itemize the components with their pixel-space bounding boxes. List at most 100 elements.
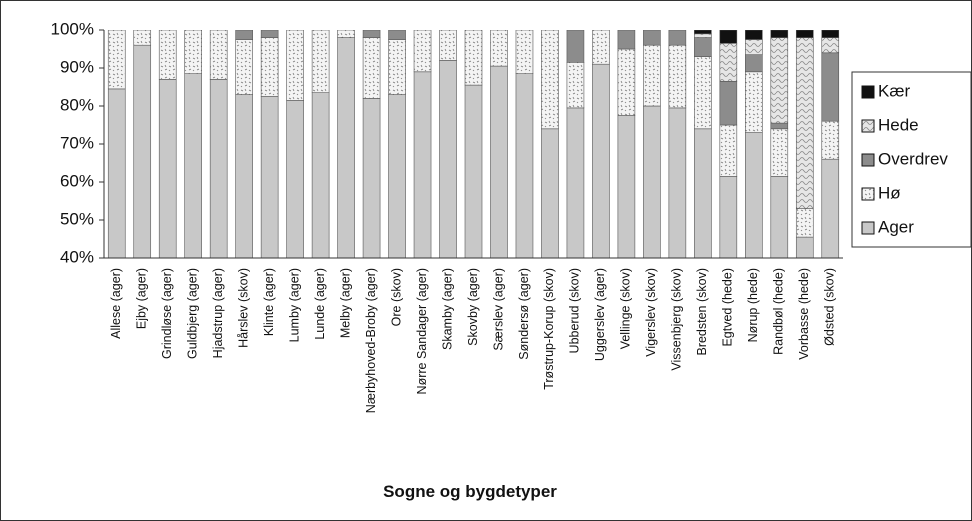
bar-segment <box>643 30 661 46</box>
bar-segment <box>515 30 534 75</box>
x-tick-label: Trøstrup-Korup (skov) <box>542 268 556 390</box>
bar-segment <box>770 122 789 130</box>
bar-segment <box>617 115 636 258</box>
bar-segment <box>770 37 789 124</box>
legend-label: Hø <box>878 183 901 202</box>
bar-segment <box>260 37 279 97</box>
x-tick-label: Ore (skov) <box>389 268 403 326</box>
bar-segment <box>694 30 712 35</box>
bar-segment <box>362 37 381 99</box>
x-tick-label: Melby (ager) <box>338 268 352 338</box>
bar-segment <box>821 52 840 122</box>
legend-label: Overdrev <box>878 149 948 168</box>
bar-segment <box>745 39 763 55</box>
bar-segment <box>413 30 432 73</box>
bar-segment <box>158 79 177 258</box>
x-tick-label: Nørre Sandager (ager) <box>415 268 429 394</box>
x-tick-label: Ødsted (skov) <box>823 268 837 346</box>
x-tick-label: Særslev (ager) <box>491 268 505 351</box>
x-tick-label: Egtved (hede) <box>721 268 735 347</box>
legend-swatch <box>861 153 875 167</box>
bar-segment <box>439 60 457 258</box>
bar-segment <box>337 37 355 258</box>
x-axis-title: Sogne og bygdetyper <box>383 482 557 501</box>
x-tick-label: Lumby (ager) <box>287 268 301 342</box>
x-tick-label: Søndersø (ager) <box>517 268 531 360</box>
x-tick-label: Vigerslev (skov) <box>644 268 658 357</box>
bar-segment <box>260 96 279 258</box>
y-tick-label: 70% <box>60 133 94 152</box>
bars <box>107 30 840 258</box>
y-tick-label: 100% <box>51 19 94 38</box>
x-tick-label: Grindløse (ager) <box>160 268 174 359</box>
legend-swatch <box>861 119 875 133</box>
y-tick-label: 50% <box>60 209 94 228</box>
legend-swatch <box>861 85 875 99</box>
x-tick-label: Hjadstrup (ager) <box>211 268 225 358</box>
bar-segment <box>694 56 712 130</box>
bar-segment <box>362 30 381 38</box>
x-tick-label: Ubberud (skov) <box>568 268 582 353</box>
bar-segment <box>235 39 253 95</box>
bar-segment <box>464 84 483 258</box>
bar-segment <box>388 30 406 40</box>
y-tick-label: 40% <box>60 247 94 266</box>
x-tick-label: Randbøl (hede) <box>772 268 786 355</box>
x-tick-label: Guldbjerg (ager) <box>185 268 199 359</box>
x-tick-label: Allese (ager) <box>109 268 123 339</box>
bar-segment <box>158 30 177 80</box>
bar-segment <box>821 30 840 38</box>
bar-segment <box>388 94 406 258</box>
bar-segment <box>464 30 483 86</box>
bar-segment <box>719 124 738 177</box>
x-tick-label: Bredsten (skov) <box>695 268 709 356</box>
y-tick-label: 80% <box>60 95 94 114</box>
bar-segment <box>719 42 738 82</box>
x-tick-label: Klinte (ager) <box>262 268 276 336</box>
bar-segment <box>286 100 304 258</box>
x-tick-label: Uggerslev (ager) <box>593 268 607 361</box>
bar-segment <box>133 44 152 258</box>
legend-label: Hede <box>878 115 919 134</box>
bar-segment <box>668 30 687 46</box>
bar-segment <box>107 88 126 258</box>
bar-segment <box>617 30 636 50</box>
bar-segment <box>617 48 636 116</box>
legend-label: Kær <box>878 81 910 100</box>
legend-label: Ager <box>878 217 914 236</box>
bar-segment <box>643 44 661 107</box>
bar-segment <box>719 81 738 126</box>
bar-segment <box>795 208 814 238</box>
bar-segment <box>694 33 712 38</box>
bar-segment <box>133 30 152 46</box>
bar-segment <box>566 30 585 63</box>
bar-segment <box>770 30 789 38</box>
bar-segment <box>668 44 687 109</box>
bar-segment <box>490 65 508 258</box>
bar-segment <box>184 30 202 75</box>
legend-swatch <box>861 221 875 235</box>
bar-segment <box>745 71 763 133</box>
bar-segment <box>388 39 406 95</box>
y-tick-label: 60% <box>60 171 94 190</box>
bar-segment <box>821 37 840 54</box>
bar-segment <box>209 30 228 80</box>
x-tick-label: Ejby (ager) <box>135 268 149 329</box>
y-tick-label: 90% <box>60 57 94 76</box>
bar-segment <box>745 54 763 73</box>
bar-segment <box>107 30 126 90</box>
x-tick-label: Vellinge (skov) <box>619 268 633 349</box>
bar-segment <box>566 61 585 109</box>
x-tick-label: Hårslev (skov) <box>236 268 250 348</box>
x-tick-label: Skamby (ager) <box>440 268 454 350</box>
x-tick-label: Nørup (hede) <box>746 268 760 342</box>
x-tick-label: Lunde (ager) <box>313 268 327 340</box>
bar-segment <box>541 30 559 130</box>
bar-segment <box>694 37 712 57</box>
bar-segment <box>821 120 840 160</box>
bar-segment <box>490 30 508 67</box>
bar-segment <box>209 79 228 258</box>
bar-segment <box>439 30 457 61</box>
bar-segment <box>719 30 738 44</box>
bar-segment <box>795 30 814 38</box>
